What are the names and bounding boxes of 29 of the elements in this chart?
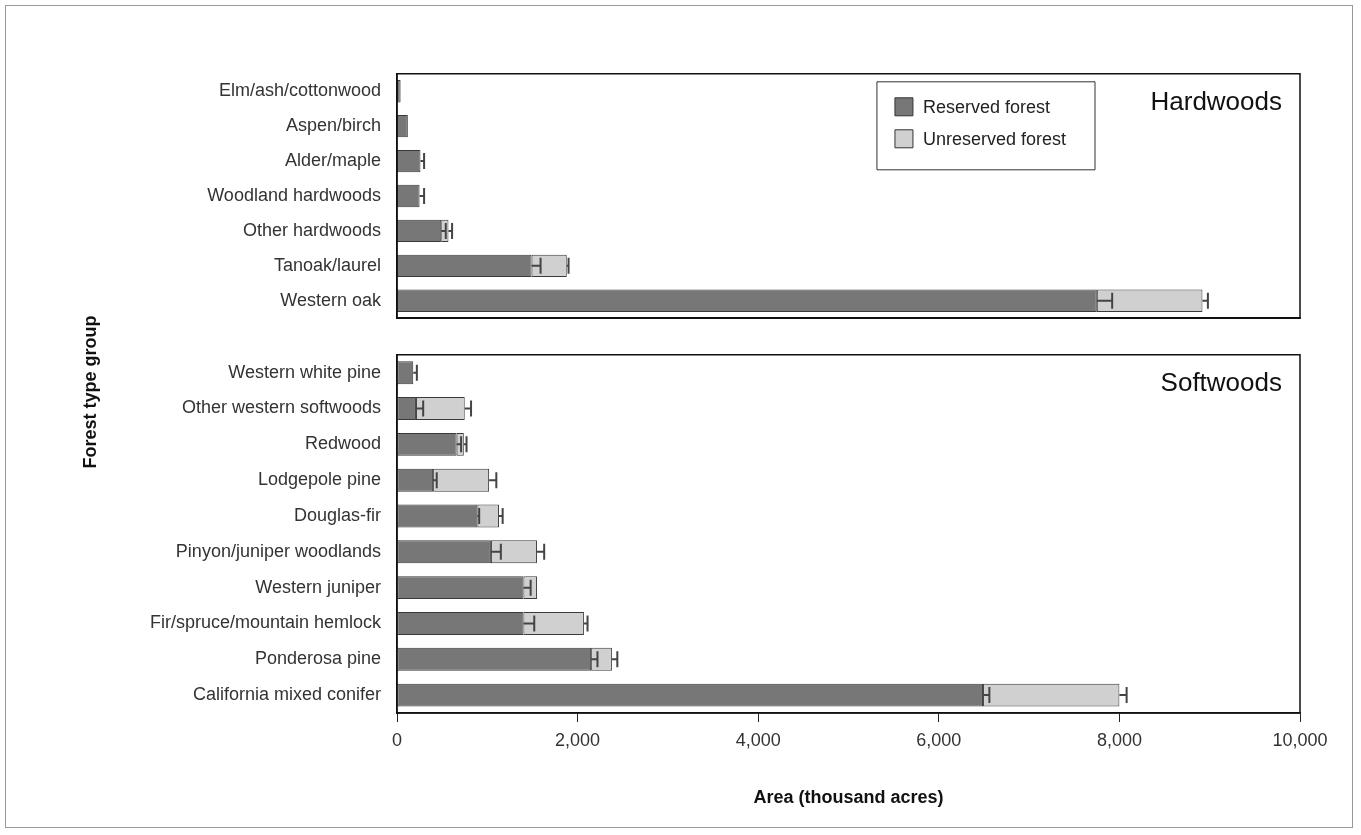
text: Softwoods	[1160, 366, 1282, 397]
y-tick-label: Lodgepole pine	[257, 469, 381, 490]
y-tick-label: Western oak	[280, 289, 382, 310]
text: Hardwoods	[1150, 85, 1282, 116]
y-tick-label: Douglas-fir	[293, 504, 381, 525]
x-tick-label: 2,000	[555, 729, 601, 750]
y-tick-label: Redwood	[304, 433, 381, 454]
y-tick-label: Alder/maple	[284, 150, 381, 171]
y-tick-label: Other hardwoods	[242, 219, 381, 240]
y-tick-label: Tanoak/laurel	[273, 254, 381, 275]
y-tick-label: Pinyon/juniper woodlands	[175, 540, 381, 561]
legend-label: Reserved forest	[922, 96, 1050, 117]
legend-label: Unreserved forest	[922, 128, 1066, 149]
y-tick-label: Aspen/birch	[285, 115, 381, 136]
y-tick-label: Elm/ash/cottonwood	[218, 80, 381, 101]
y-tick-label: California mixed conifer	[192, 684, 381, 705]
y-tick-label: Western white pine	[228, 361, 381, 382]
y-tick-label: Western juniper	[255, 576, 381, 597]
y-tick-label: Other western softwoods	[181, 397, 381, 418]
x-tick-label: 0	[391, 729, 403, 750]
y-tick-label: Fir/spruce/mountain hemlock	[149, 612, 382, 633]
x-tick-label: 6,000	[916, 729, 962, 750]
x-tick-label: 10,000	[1272, 729, 1328, 750]
x-tick-label: 4,000	[735, 729, 781, 750]
y-tick-label: Woodland hardwoods	[207, 184, 381, 205]
x-axis-title: Area (thousand acres)	[753, 787, 944, 808]
y-axis-title: Forest type group	[80, 315, 101, 469]
y-tick-label: Ponderosa pine	[254, 648, 381, 669]
x-tick-label: 8,000	[1096, 729, 1142, 750]
